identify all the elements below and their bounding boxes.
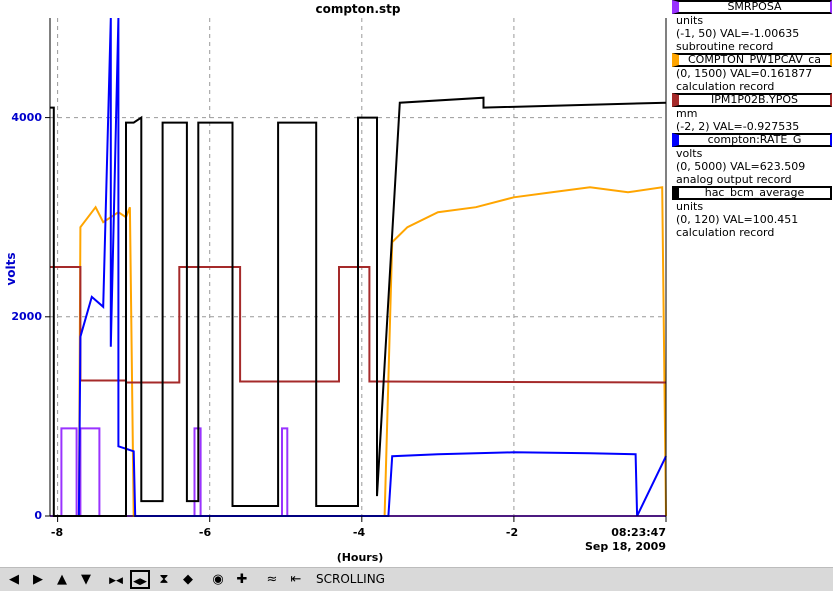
legend-range-value: (0, 5000) VAL=623.509 (676, 160, 806, 173)
legend-units: units (676, 200, 704, 213)
zoom-in-x-button[interactable]: ▶◀ (106, 570, 126, 589)
series-line (50, 266, 667, 384)
legend-entry-compton-pw1pcav[interactable]: COMPTON_PW1PCAV_ca (0, 1500) VAL=0.16187… (670, 53, 833, 93)
legend-record-type: analog output record (676, 173, 792, 186)
legend-entry-hac-bcm-average[interactable]: hac_bcm_average units (0, 120) VAL=100.4… (670, 186, 833, 239)
y-axis-label: volts (4, 252, 18, 286)
x-tick-label: -8 (50, 526, 64, 539)
legend-entry-ipm1p02b-ypos[interactable]: IPM1P02B.YPOS mm (-2, 2) VAL=-0.927535 (670, 93, 833, 133)
scroll-right-button[interactable]: ▶ (28, 570, 48, 589)
scroll-down-button[interactable]: ▼ (76, 570, 96, 589)
x-axis-label: (Hours) (336, 551, 384, 564)
plot-area[interactable] (0, 0, 668, 566)
waveform-button[interactable]: ≈ (262, 570, 282, 589)
legend-range-value: (-2, 2) VAL=-0.927535 (676, 120, 800, 133)
plot-title: compton.stp (315, 2, 401, 16)
mode-label: SCROLLING (316, 572, 385, 586)
legend-units: mm (676, 107, 698, 120)
zoom-out-x-icon: ◀▶ (133, 577, 147, 587)
arrow-up-icon: ▲ (57, 572, 67, 587)
legend-range-value: (-1, 50) VAL=-1.00635 (676, 27, 800, 40)
plus-icon: ✚ (236, 572, 248, 587)
legend-name-box[interactable]: hac_bcm_average (672, 186, 832, 200)
y-tick-label: 4000 (11, 111, 42, 124)
arrow-right-icon: ▶ (33, 572, 43, 587)
arrow-down-icon: ▼ (81, 572, 91, 587)
scroll-left-button[interactable]: ◀ (4, 570, 24, 589)
legend-range-value: (0, 1500) VAL=0.161877 (676, 67, 813, 80)
legend-units: volts (676, 147, 703, 160)
axes (45, 18, 667, 522)
legend-units: units (676, 14, 704, 27)
legend-name-box[interactable]: compton:RATE_G (672, 133, 832, 147)
x-tick-label: -4 (352, 526, 366, 539)
zoom-in-x-icon: ▶◀ (109, 576, 123, 586)
arrow-left-icon: ◀ (9, 572, 19, 587)
legend-name-box[interactable]: SMRPOSA (672, 0, 832, 14)
waveform-icon: ≈ (266, 572, 278, 587)
autoscale-button[interactable]: ◉ (208, 570, 228, 589)
series-line (50, 96, 667, 517)
scroll-up-button[interactable]: ▲ (52, 570, 72, 589)
series-line (77, 186, 667, 517)
series-line (77, 17, 667, 517)
legend-entry-compton-rate-g[interactable]: compton:RATE_G volts (0, 5000) VAL=623.5… (670, 133, 833, 186)
legend-name-box[interactable]: IPM1P02B.YPOS (672, 93, 832, 107)
current-date: Sep 18, 2009 (584, 540, 666, 553)
legend-name-box[interactable]: COMPTON_PW1PCAV_ca (672, 53, 832, 67)
series-lines (50, 17, 667, 517)
zoom-out-y-button[interactable]: ◆ (178, 570, 198, 589)
current-time: 08:23:47 (611, 526, 666, 539)
x-tick-label: -6 (198, 526, 212, 539)
legend-record-type: calculation record (676, 226, 775, 239)
y-tick-label: 2000 (11, 310, 42, 323)
legend-range-value: (0, 120) VAL=100.451 (676, 213, 799, 226)
zoom-out-y-icon: ◆ (183, 572, 193, 587)
x-tick-label: -2 (505, 526, 519, 539)
target-icon: ◉ (212, 572, 224, 587)
toolbar: ◀ ▶ ▲ ▼ ▶◀ ◀▶ ⧗ ◆ ◉ ✚ ≈ ⇤ SCROLLING (0, 567, 833, 591)
legend-record-type: subroutine record (676, 40, 774, 53)
center-button[interactable]: ✚ (232, 570, 252, 589)
zoom-in-y-button[interactable]: ⧗ (154, 570, 174, 589)
legend-record-type: calculation record (676, 80, 775, 93)
zoom-out-x-button[interactable]: ◀▶ (130, 570, 150, 589)
legend: SMRPOSA units (-1, 50) VAL=-1.00635 subr… (670, 0, 833, 239)
scroll-mode-icon: ⇤ (290, 572, 302, 587)
legend-entry-smrposa[interactable]: SMRPOSA units (-1, 50) VAL=-1.00635 subr… (670, 0, 833, 53)
y-tick-label: 0 (34, 509, 42, 522)
zoom-in-y-icon: ⧗ (159, 572, 169, 587)
scroll-mode-button[interactable]: ⇤ (286, 570, 306, 589)
